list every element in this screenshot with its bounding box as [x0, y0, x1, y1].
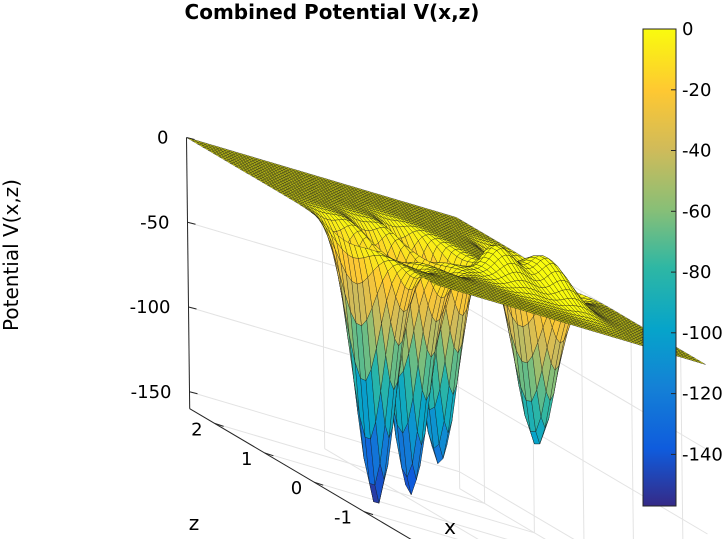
z-tick-label: -150 — [131, 382, 172, 403]
colorbar-tick-label: -100 — [682, 323, 723, 344]
y-tick-label: -2 — [384, 537, 402, 539]
z-axis-label: Potential V(x,z) — [0, 179, 23, 331]
y-tick-label: 2 — [191, 419, 202, 440]
axes-frame — [186, 137, 412, 539]
grid-line — [363, 511, 459, 539]
colorbar-tick-label: -140 — [682, 444, 723, 465]
z-tick-label: -100 — [130, 297, 171, 318]
y-axis-label: z — [189, 511, 200, 535]
y-axis-tick — [314, 481, 324, 486]
colorbar: 0 -20 -40 -60 -80 -100 -120 -140 — [642, 19, 723, 507]
colorbar-tick-label: -40 — [682, 141, 711, 162]
x-axis-label: x — [444, 515, 456, 539]
y-tick-label: 0 — [291, 478, 302, 499]
z-tick-label: 0 — [157, 128, 168, 149]
grid-line — [630, 320, 634, 539]
grid-line — [264, 452, 535, 534]
z-axis-tick — [188, 306, 197, 310]
z-axis-tick — [187, 221, 196, 225]
colorbar-tick-label: 0 — [682, 19, 693, 40]
y-tick-label: -1 — [334, 508, 352, 529]
chart-title: Combined Potential V(x,z) — [185, 0, 480, 24]
z-axis-line — [186, 137, 191, 409]
y-axis-tick — [214, 422, 224, 427]
grid-line — [214, 422, 485, 504]
y-tick-label: 1 — [241, 449, 252, 470]
y-axis-tick — [264, 452, 274, 457]
z-axis-tick — [186, 137, 195, 140]
colorbar-tick-label: -80 — [682, 262, 711, 283]
surface-patch — [430, 281, 440, 286]
colorbar-tick-label: -120 — [682, 384, 723, 405]
z-axis-tick — [189, 391, 198, 395]
grid-line — [459, 471, 575, 539]
y-axis-ticks: -2 -1 0 1 2 — [191, 419, 402, 539]
colorbar-ticks: 0 -20 -40 -60 -80 -100 -120 -140 — [671, 19, 723, 465]
grid-line — [459, 488, 546, 539]
colorbar-tick-label: -20 — [682, 80, 711, 101]
grid-line — [680, 349, 684, 539]
colorbar-tick-label: -60 — [682, 201, 711, 222]
potential-surface — [186, 137, 706, 504]
grid-line — [314, 481, 508, 539]
z-tick-label: -50 — [140, 212, 169, 233]
grid-line — [580, 290, 585, 539]
z-axis-ticks: 0 -50 -100 -150 — [130, 128, 172, 403]
y-axis-tick — [363, 511, 374, 516]
colorbar-gradient — [642, 28, 677, 507]
